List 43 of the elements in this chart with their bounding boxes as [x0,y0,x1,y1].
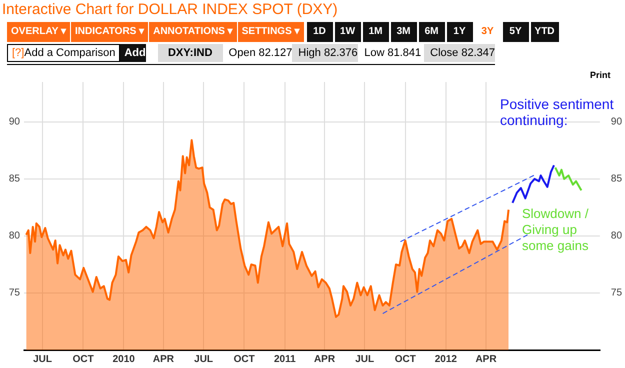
y-tick-label: 80 [8,230,20,242]
x-tick-label: APR [475,354,498,365]
y-tick-label: 75 [8,288,20,299]
text: 1W [334,22,361,42]
x-tick-label: OCT [394,354,416,365]
text: 3M [390,22,417,42]
x-tick-label: APR [152,354,175,365]
text: INDICATORS ▾ [71,22,150,42]
text: Open 82.127 [222,44,292,62]
text: 1Y [446,22,473,42]
x-tick-label: 2012 [434,354,458,365]
y2-tick-label: 85 [610,174,622,185]
x-tick-label: 2010 [112,354,136,365]
text: 1M [362,22,389,42]
y2-tick-label: 75 [610,288,622,299]
chart-title: Interactive Chart for DOLLAR INDEX SPOT (DXY) [2,1,338,18]
text: 1D [306,22,333,42]
text: SETTINGS ▾ [238,22,305,42]
y-tick-label: 85 [8,174,20,185]
y2-tick-label: 90 [610,116,622,128]
text: Low 81.841 [358,44,424,62]
text: 3Y [474,22,501,42]
x-tick-label: APR [314,354,336,365]
text: 6M [418,22,445,42]
text: Close 82.347 [424,44,495,62]
x-tick-label: OCT [72,354,94,365]
annotation: Slowdown / Giving up some gains [522,206,588,254]
text: OVERLAY ▾ [7,22,72,42]
text: [?] [12,47,24,59]
text: YTD [530,22,559,42]
text: Add [120,44,146,62]
x-tick-label: JUL [33,354,52,365]
x-tick-label: OCT [234,354,255,365]
text: ANNOTATIONS ▾ [149,22,238,42]
text: DXY:IND [158,44,223,62]
text: 5Y [502,22,529,42]
text: Print [590,70,611,80]
text: High 82.376 [292,44,358,62]
y-tick-label: 90 [8,116,20,128]
y2-tick-label: 80 [610,230,622,242]
x-tick-label: JUL [194,354,214,365]
x-tick-label: JUL [355,354,374,365]
x-tick-label: 2011 [274,354,296,365]
